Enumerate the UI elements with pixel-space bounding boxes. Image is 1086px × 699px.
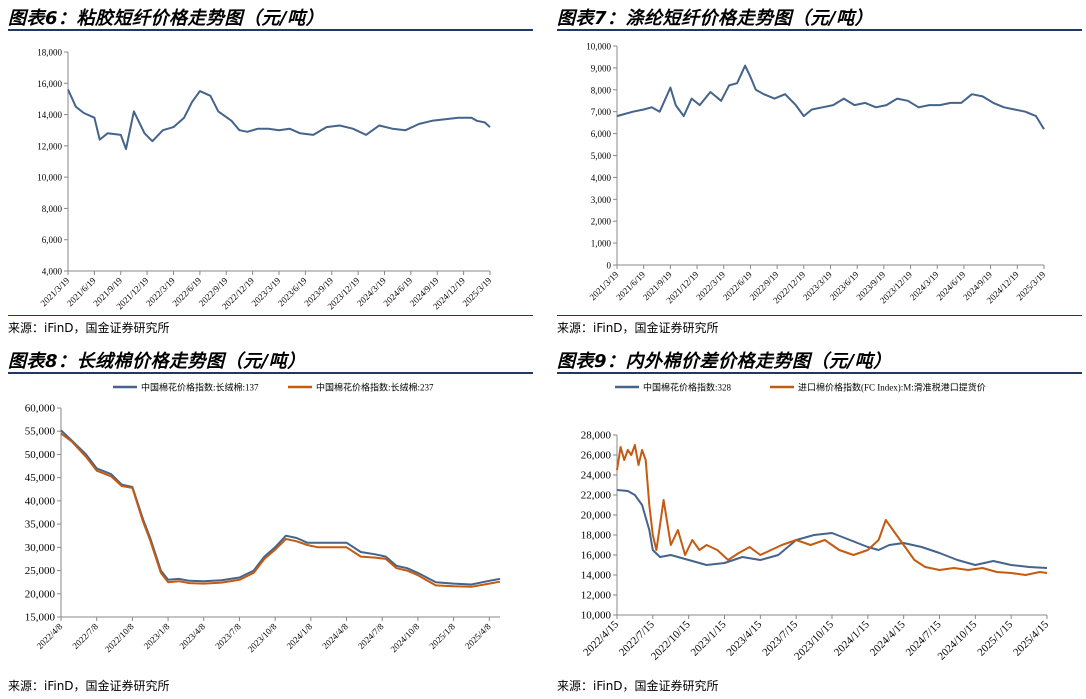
y-tick-label: 25,000 (25, 565, 56, 577)
y-tick-label: 16,000 (37, 79, 62, 89)
y-tick-label: 2,000 (591, 217, 612, 227)
y-tick-label: 18,000 (581, 530, 612, 542)
series-line (616, 444, 1048, 576)
x-tick-label: 2023/10/15 (792, 618, 836, 662)
x-tick-label: 2024/7/8 (356, 621, 386, 651)
x-tick-label: 2022/4/15 (581, 618, 621, 658)
y-tick-label: 35,000 (25, 519, 56, 531)
y-tick-label: 9,000 (591, 63, 612, 73)
y-tick-label: 15,000 (25, 612, 56, 624)
x-tick-label: 2024/10/8 (388, 621, 421, 654)
y-tick-label: 45,000 (25, 472, 56, 484)
chart-title: 图表7：涤纶短纤价格走势图（元/吨） (557, 8, 874, 29)
y-tick-label: 10,000 (581, 610, 612, 622)
title-underline (8, 29, 533, 31)
viscose-chart: 4,000 6,000 8,000 10,000 12,000 14,000 16,000 1… (37, 48, 494, 312)
x-tick-label: 2023/7/8 (213, 621, 243, 651)
x-tick-label: 2025/1/8 (427, 621, 457, 651)
x-tick-label: 2025/3/19 (461, 275, 494, 308)
x-tick-label: 2023/4/15 (724, 618, 764, 658)
legend-label: 进口棉价格指数(FC Index):M:滑准税港口提货价 (798, 382, 986, 393)
chart-panel-long-staple-cotton: 图表8：长绒棉价格走势图（元/吨） 15,000 20,000 25,000 30,0… (8, 345, 533, 695)
y-tick-label: 60,000 (25, 403, 56, 415)
x-tick-label: 2022/10/8 (103, 621, 136, 654)
y-tick-label: 26,000 (581, 450, 612, 462)
chart-panel-viscose: 图表6：粘胶短纤价格走势图（元/吨） 4,000 6,000 8,000 10,000… (8, 2, 533, 342)
source-note: 来源：iFinD，国金证券研究所 (8, 679, 170, 693)
series-line (616, 64, 1045, 130)
y-tick-label: 12,000 (37, 141, 62, 151)
chart-panel-polyester: 图表7：涤纶短纤价格走势图（元/吨） 0 1,000 2,000 3,000 4,000… (557, 2, 1082, 342)
legend-label: 中国棉花价格指数:328 (643, 382, 732, 393)
y-tick-label: 10,000 (586, 42, 611, 52)
y-tick-label: 0 (607, 261, 612, 271)
x-tick-label: 2024/4/15 (868, 618, 908, 658)
legend-label: 中国棉花价格指数:长绒棉:237 (316, 382, 434, 393)
source-note: 来源：iFinD，国金证券研究所 (557, 321, 719, 335)
x-tick-label: 2023/10/8 (246, 621, 279, 654)
y-tick-label: 14,000 (37, 110, 62, 120)
y-tick-label: 3,000 (591, 195, 612, 205)
y-tick-label: 40,000 (25, 495, 56, 507)
y-tick-label: 22,000 (581, 490, 612, 502)
series-line (60, 429, 501, 586)
x-tick-label: 2025/3/19 (1015, 269, 1048, 302)
x-tick-label: 2024/1/8 (285, 621, 315, 651)
legend-label: 中国棉花价格指数:长绒棉:137 (141, 382, 259, 393)
y-tick-label: 7,000 (591, 107, 612, 117)
x-tick-label: 2023/1/15 (689, 618, 729, 658)
y-tick-label: 24,000 (581, 470, 612, 482)
x-tick-label: 2023/4/8 (177, 621, 207, 651)
title-underline (8, 372, 533, 374)
source-note: 来源：iFinD，国金证券研究所 (8, 321, 170, 335)
y-tick-label: 14,000 (581, 570, 612, 582)
y-tick-label: 50,000 (25, 449, 56, 461)
y-tick-label: 6,000 (591, 129, 612, 139)
y-tick-label: 18,000 (37, 48, 62, 58)
x-tick-label: 2022/4/8 (35, 621, 65, 651)
y-tick-label: 4,000 (42, 267, 63, 277)
y-tick-label: 55,000 (25, 426, 56, 438)
series-line (60, 432, 501, 588)
x-tick-label: 2024/4/8 (320, 621, 350, 651)
x-tick-label: 2023/1/8 (142, 621, 172, 651)
source-rule (557, 315, 1082, 316)
y-tick-label: 20,000 (25, 588, 56, 600)
y-tick-label: 8,000 (591, 85, 612, 95)
source-note: 来源：iFinD，国金证券研究所 (557, 679, 719, 693)
y-tick-label: 20,000 (581, 510, 612, 522)
x-tick-label: 2025/4/15 (1011, 618, 1051, 658)
y-tick-label: 4,000 (591, 173, 612, 183)
polyester-chart: 0 1,000 2,000 3,000 4,000 5,000 6,000 7,000 8,00… (586, 42, 1048, 306)
y-tick-label: 30,000 (25, 542, 56, 554)
chart-title: 图表9：内外棉价差价格走势图（元/吨） (557, 351, 892, 372)
y-tick-label: 6,000 (42, 235, 63, 245)
x-tick-label: 2022/10/15 (649, 618, 693, 662)
x-tick-label: 2024/1/15 (832, 618, 872, 658)
source-rule (8, 315, 533, 316)
y-tick-label: 1,000 (591, 239, 612, 249)
title-underline (557, 372, 1082, 374)
x-tick-label: 2022/7/8 (70, 621, 100, 651)
x-tick-label: 2025/1/15 (975, 618, 1015, 658)
cotton-spread-chart: 10,000 12,000 14,000 16,000 18,000 20,000 22,0… (581, 382, 1052, 663)
chart-title: 图表6：粘胶短纤价格走势图（元/吨） (8, 8, 325, 29)
x-tick-label: 2025/4/8 (463, 621, 493, 651)
y-tick-label: 16,000 (581, 550, 612, 562)
chart-title: 图表8：长绒棉价格走势图（元/吨） (8, 351, 306, 372)
x-tick-label: 2024/10/15 (936, 618, 980, 662)
y-tick-label: 12,000 (581, 590, 612, 602)
y-tick-label: 28,000 (581, 430, 612, 442)
title-underline (557, 29, 1082, 31)
series-line (67, 89, 491, 150)
y-tick-label: 10,000 (37, 173, 62, 183)
long-staple-cotton-chart: 15,000 20,000 25,000 30,000 35,000 40,000 45,0… (25, 382, 501, 654)
series-line (616, 489, 1048, 569)
y-tick-label: 8,000 (42, 204, 63, 214)
chart-panel-cotton-spread: 图表9：内外棉价差价格走势图（元/吨） 10,000 12,000 14,000 16… (557, 345, 1082, 695)
y-tick-label: 5,000 (591, 151, 612, 161)
